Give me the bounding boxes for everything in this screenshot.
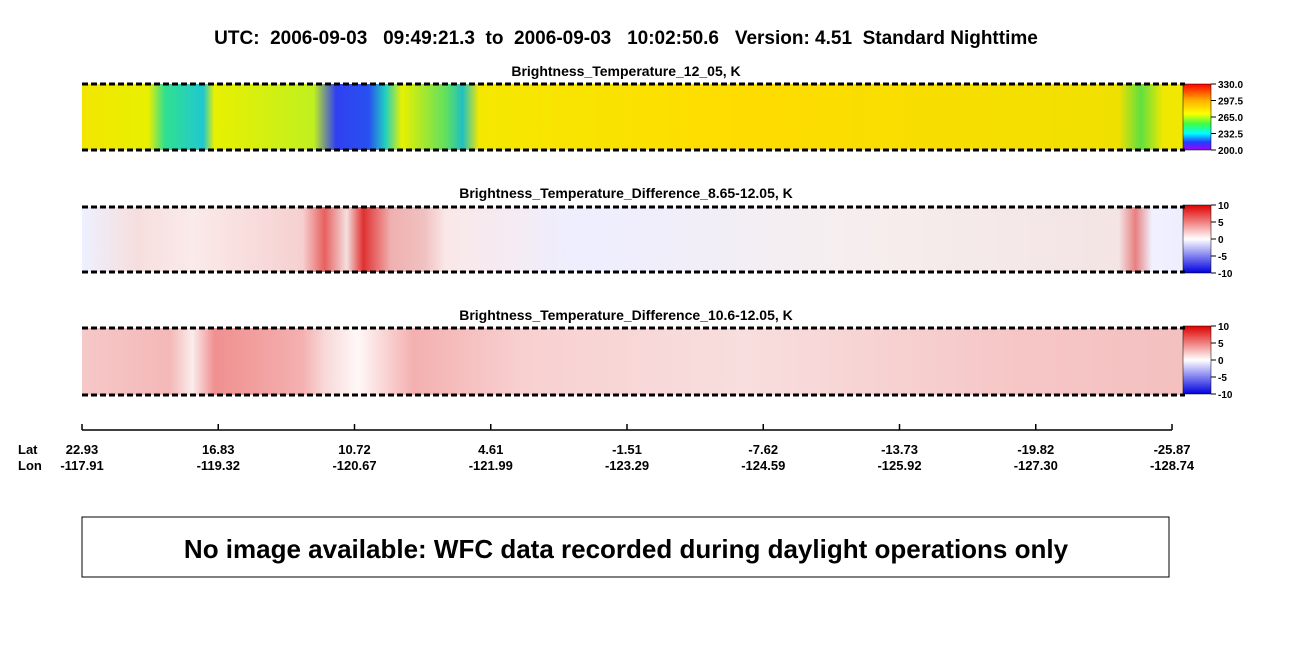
colorbar-label: 5 — [1218, 218, 1224, 229]
lat-value: 4.61 — [478, 442, 503, 457]
colorbar-label: -10 — [1218, 390, 1233, 401]
colorbar-label: 0 — [1218, 235, 1224, 246]
lon-label: Lon — [18, 458, 42, 473]
lon-value: -120.67 — [332, 458, 376, 473]
colorbar-label: -10 — [1218, 269, 1233, 280]
lon-value: -117.91 — [60, 458, 103, 473]
note: No image available: WFC data recorded du… — [184, 534, 1069, 564]
colorbar-label: 330.0 — [1218, 80, 1243, 91]
colorbar-label: -5 — [1218, 252, 1227, 263]
panel: Brightness_Temperature_Difference_10.6-1… — [82, 307, 1212, 395]
colorbar-label: 200.0 — [1218, 146, 1243, 157]
panel-title: Brightness_Temperature_12_05, K — [511, 63, 740, 79]
colorbar-label: 0 — [1218, 356, 1224, 367]
lon-value: -124.59 — [741, 458, 785, 473]
note-box — [81, 516, 1170, 578]
lat-value: -25.87 — [1154, 442, 1191, 457]
lon-value: -123.29 — [605, 458, 649, 473]
colorbar-label: 232.5 — [1218, 130, 1243, 141]
colorbar — [1182, 204, 1212, 274]
lon-value: -121.99 — [469, 458, 513, 473]
panel: Brightness_Temperature_Difference_8.65-1… — [82, 185, 1212, 274]
colorbar — [1182, 325, 1212, 395]
lat-value: 16.83 — [202, 442, 235, 457]
colorbar-label: 265.0 — [1218, 113, 1243, 124]
panel-title: Brightness_Temperature_Difference_8.65-1… — [459, 185, 793, 201]
lat-value: -1.51 — [612, 442, 642, 457]
title: UTC: 2006-09-03 09:49:21.3 to 2006-09-03… — [214, 28, 1038, 49]
lat-label: Lat — [18, 442, 38, 457]
lat-value: -19.82 — [1017, 442, 1054, 457]
image — [82, 328, 1185, 395]
colorbar-label: 5 — [1218, 339, 1224, 350]
image — [82, 84, 1185, 150]
lon-value: -127.30 — [1014, 458, 1058, 473]
swath-edges — [82, 82, 1185, 397]
lat-value: -7.62 — [748, 442, 778, 457]
image — [82, 207, 1185, 272]
lat-value: -13.73 — [881, 442, 918, 457]
lat-value: 10.72 — [338, 442, 371, 457]
panel-title: Brightness_Temperature_Difference_10.6-1… — [459, 307, 793, 323]
colorbar-label: 10 — [1218, 322, 1230, 333]
colorbar-label: 297.5 — [1218, 97, 1243, 108]
lon-value: -125.92 — [877, 458, 921, 473]
colorbar — [1182, 83, 1212, 151]
colorbar-label: 10 — [1218, 201, 1230, 212]
lon-value: -119.32 — [197, 458, 240, 473]
lon-value: -128.74 — [1150, 458, 1195, 473]
panel: Brightness_Temperature_12_05, K — [82, 63, 1212, 151]
colorbar-label: -5 — [1218, 373, 1227, 384]
lat-value: 22.93 — [66, 442, 99, 457]
